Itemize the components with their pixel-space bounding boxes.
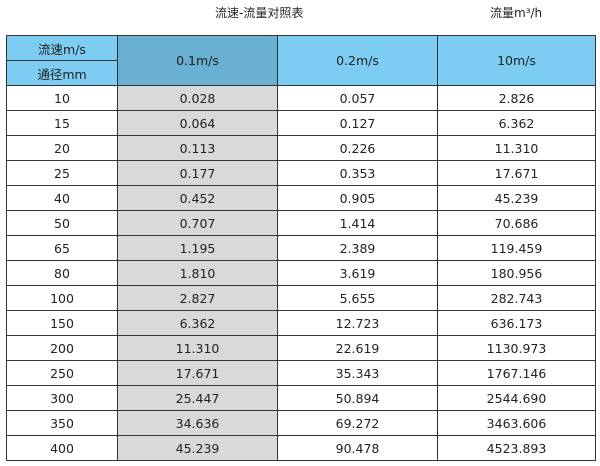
flow-cell: 180.956 xyxy=(437,260,596,286)
table-title: 流速-流量对照表 xyxy=(215,6,304,20)
flow-cell: 6.362 xyxy=(437,110,596,136)
flow-cell: 119.459 xyxy=(437,235,596,261)
diameter-cell: 50 xyxy=(6,210,118,236)
flow-cell: 1.195 xyxy=(117,235,278,261)
flow-cell: 17.671 xyxy=(437,160,596,186)
diameter-cell: 40 xyxy=(6,185,118,211)
flow-cell: 45.239 xyxy=(117,435,278,461)
flow-cell: 636.173 xyxy=(437,310,596,336)
table-row: 40 0.452 0.905 45.239 xyxy=(6,185,596,211)
flow-cell: 4523.893 xyxy=(437,435,596,461)
flow-cell: 0.226 xyxy=(277,135,438,161)
flow-cell: 2544.690 xyxy=(437,385,596,411)
diameter-cell: 15 xyxy=(6,110,118,136)
diameter-header: 通径mm xyxy=(6,60,118,86)
flow-cell: 1.414 xyxy=(277,210,438,236)
flow-cell: 70.686 xyxy=(437,210,596,236)
table-row: 250 17.671 35.343 1767.146 xyxy=(6,360,596,386)
flow-cell: 1767.146 xyxy=(437,360,596,386)
column-header: 0.2m/s xyxy=(277,35,438,86)
column-header: 10m/s xyxy=(437,35,596,86)
table-row: 65 1.195 2.389 119.459 xyxy=(6,235,596,261)
table-row: 10 0.028 0.057 2.826 xyxy=(6,85,596,111)
flow-cell: 1.810 xyxy=(117,260,278,286)
column-header: 0.1m/s xyxy=(117,35,278,86)
flow-cell: 11.310 xyxy=(437,135,596,161)
flow-cell: 0.028 xyxy=(117,85,278,111)
flow-cell: 90.478 xyxy=(277,435,438,461)
table-row: 400 45.239 90.478 4523.893 xyxy=(6,435,596,461)
table-row: 350 34.636 69.272 3463.606 xyxy=(6,410,596,436)
flow-cell: 2.389 xyxy=(277,235,438,261)
table-row: 25 0.177 0.353 17.671 xyxy=(6,160,596,186)
header-row: 通径mm xyxy=(6,60,596,86)
table-row: 50 0.707 1.414 70.686 xyxy=(6,210,596,236)
flow-cell: 34.636 xyxy=(117,410,278,436)
diameter-cell: 200 xyxy=(6,335,118,361)
flow-cell: 0.353 xyxy=(277,160,438,186)
flow-cell: 12.723 xyxy=(277,310,438,336)
diameter-cell: 10 xyxy=(6,85,118,111)
table-row: 300 25.447 50.894 2544.690 xyxy=(6,385,596,411)
flow-cell: 0.113 xyxy=(117,135,278,161)
unit-label: 流量m³/h xyxy=(490,6,543,20)
flow-cell: 0.057 xyxy=(277,85,438,111)
flow-cell: 0.452 xyxy=(117,185,278,211)
flow-cell: 22.619 xyxy=(277,335,438,361)
table-row: 80 1.810 3.619 180.956 xyxy=(6,260,596,286)
header-row: 流速m/s 0.1m/s 0.2m/s 10m/s xyxy=(6,35,596,86)
diameter-cell: 400 xyxy=(6,435,118,461)
flow-table: 流速m/s 0.1m/s 0.2m/s 10m/s 通径mm 10 0.028 0.… xyxy=(6,35,596,461)
flow-cell: 11.310 xyxy=(117,335,278,361)
flow-cell: 0.064 xyxy=(117,110,278,136)
flow-cell: 2.826 xyxy=(437,85,596,111)
diameter-cell: 25 xyxy=(6,160,118,186)
flow-cell: 1130.973 xyxy=(437,335,596,361)
diameter-cell: 20 xyxy=(6,135,118,161)
flow-cell: 0.905 xyxy=(277,185,438,211)
flow-cell: 0.707 xyxy=(117,210,278,236)
table-row: 100 2.827 5.655 282.743 xyxy=(6,285,596,311)
velocity-header: 流速m/s xyxy=(6,35,118,61)
diameter-cell: 150 xyxy=(6,310,118,336)
diameter-cell: 65 xyxy=(6,235,118,261)
flow-cell: 45.239 xyxy=(437,185,596,211)
flow-cell: 0.127 xyxy=(277,110,438,136)
flow-cell: 282.743 xyxy=(437,285,596,311)
table-row: 200 11.310 22.619 1130.973 xyxy=(6,335,596,361)
diameter-cell: 250 xyxy=(6,360,118,386)
diameter-cell: 100 xyxy=(6,285,118,311)
flow-cell: 2.827 xyxy=(117,285,278,311)
flow-cell: 17.671 xyxy=(117,360,278,386)
diameter-cell: 80 xyxy=(6,260,118,286)
flow-cell: 3463.606 xyxy=(437,410,596,436)
flow-cell: 3.619 xyxy=(277,260,438,286)
flow-cell: 25.447 xyxy=(117,385,278,411)
diameter-cell: 350 xyxy=(6,410,118,436)
table-row: 150 6.362 12.723 636.173 xyxy=(6,310,596,336)
flow-cell: 0.177 xyxy=(117,160,278,186)
flow-cell: 50.894 xyxy=(277,385,438,411)
flow-cell: 6.362 xyxy=(117,310,278,336)
flow-cell: 5.655 xyxy=(277,285,438,311)
flow-cell: 69.272 xyxy=(277,410,438,436)
table-row: 15 0.064 0.127 6.362 xyxy=(6,110,596,136)
table-row: 20 0.113 0.226 11.310 xyxy=(6,135,596,161)
flow-cell: 35.343 xyxy=(277,360,438,386)
diameter-cell: 300 xyxy=(6,385,118,411)
